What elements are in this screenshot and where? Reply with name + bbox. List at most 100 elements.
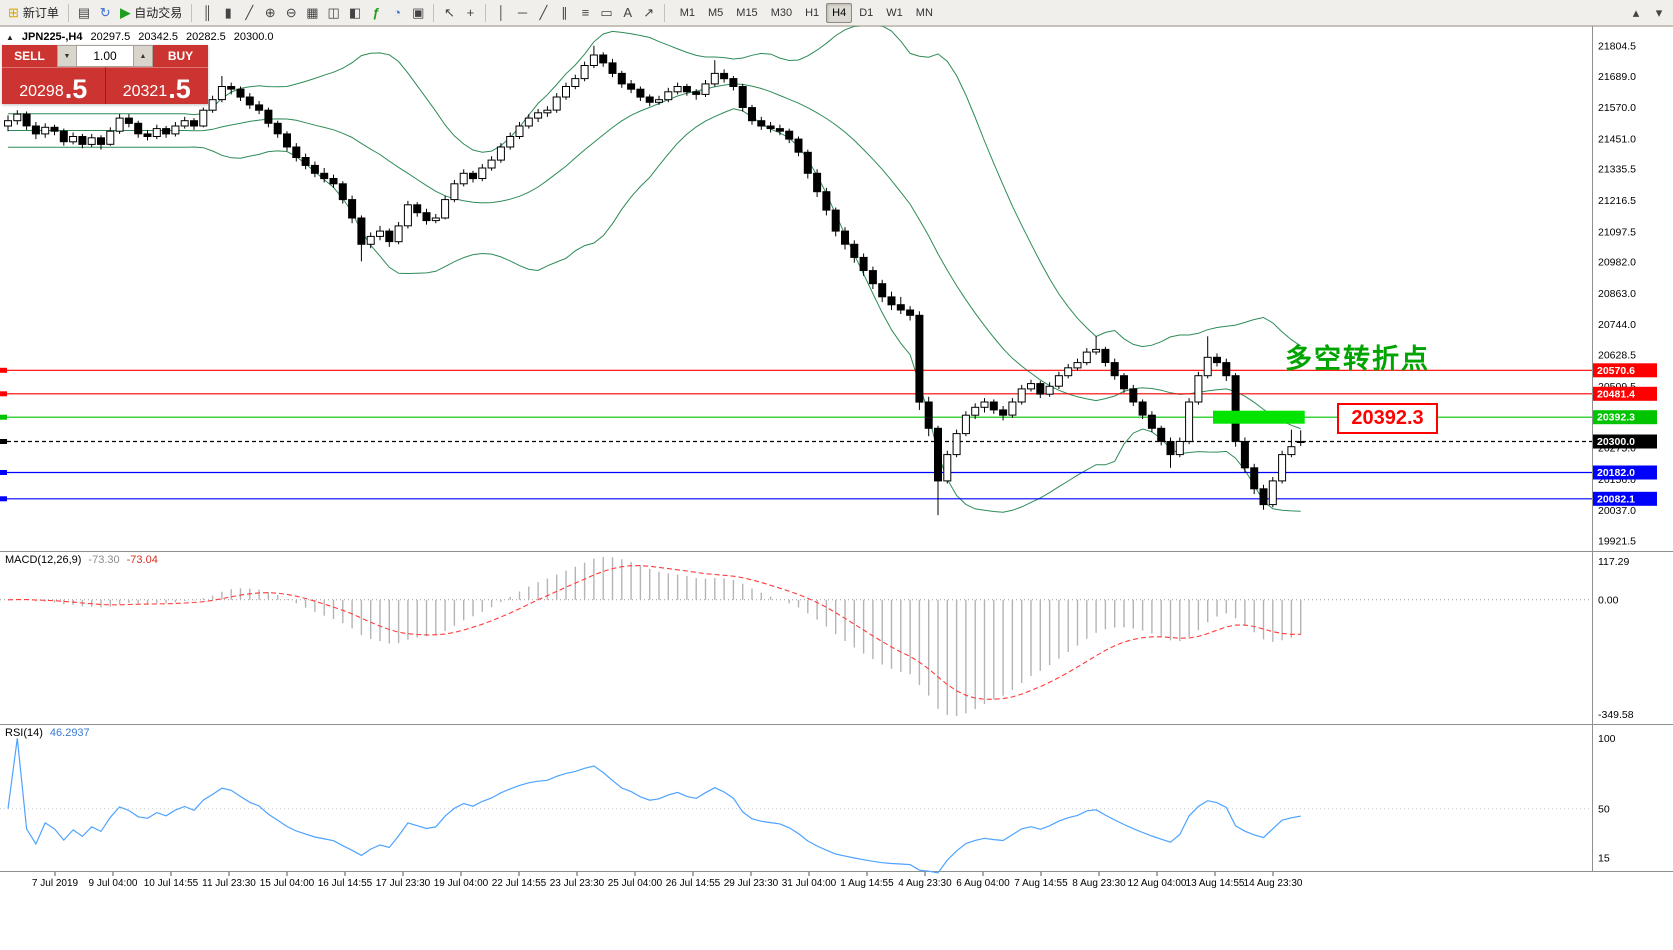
zoom-out-button[interactable]: ⊖ xyxy=(281,3,301,23)
svg-text:21689.0: 21689.0 xyxy=(1598,71,1636,83)
templates-button[interactable]: ▣ xyxy=(408,3,428,23)
svg-text:19 Jul 04:00: 19 Jul 04:00 xyxy=(434,878,489,889)
svg-text:21804.5: 21804.5 xyxy=(1598,40,1636,52)
indicators-button[interactable]: ƒ xyxy=(366,3,386,23)
line-chart-button[interactable]: ╱ xyxy=(239,3,259,23)
rsi-label-line: RSI(14) 46.2937 xyxy=(5,727,90,739)
svg-text:11 Jul 23:30: 11 Jul 23:30 xyxy=(202,878,256,889)
price-tag xyxy=(1593,465,1657,480)
horizontal-line-button[interactable]: ─ xyxy=(512,3,532,23)
svg-text:20628.5: 20628.5 xyxy=(1598,350,1636,362)
buy-button[interactable]: BUY xyxy=(153,45,208,67)
timeframe-M5[interactable]: M5 xyxy=(702,3,729,23)
toolbar-separator xyxy=(191,3,193,22)
bar-chart-icon: ║ xyxy=(202,5,212,20)
svg-text:12 Aug 04:00: 12 Aug 04:00 xyxy=(1128,878,1187,889)
level-highlight-bar[interactable] xyxy=(1213,410,1305,424)
svg-text:21451.0: 21451.0 xyxy=(1598,133,1636,145)
svg-text:20744.0: 20744.0 xyxy=(1598,319,1636,331)
candlestick-button[interactable]: ▮ xyxy=(218,3,238,23)
price-tag xyxy=(1593,386,1657,401)
buy-price: 20321 xyxy=(122,83,168,100)
indicators-icon: ƒ xyxy=(372,5,380,20)
refresh-button[interactable]: ↻ xyxy=(95,3,115,23)
grid-button[interactable]: ▦ xyxy=(302,3,322,23)
shapes-button[interactable]: ▭ xyxy=(596,3,616,23)
ohlc-open: 20297.5 xyxy=(90,31,131,43)
svg-text:1 Aug 14:55: 1 Aug 14:55 xyxy=(840,878,894,889)
chart-info-line: ▲ JPN225-,H4 20297.5 20342.5 20282.5 203… xyxy=(6,31,274,43)
volume-input[interactable] xyxy=(77,45,133,67)
svg-text:9 Jul 04:00: 9 Jul 04:00 xyxy=(89,878,138,889)
rsi-panel: 100 50 15 xyxy=(0,733,1616,874)
text-button[interactable]: A xyxy=(618,3,638,23)
cursor-button[interactable]: ↖ xyxy=(439,3,459,23)
text-icon: A xyxy=(623,5,633,20)
price-annotation-box[interactable]: 20392.3 xyxy=(1337,403,1438,434)
macd-panel: 117.29 0.00 -349.58 xyxy=(0,556,1634,721)
ohlc-high: 20342.5 xyxy=(138,31,178,43)
svg-text:29 Jul 23:30: 29 Jul 23:30 xyxy=(724,878,779,889)
templates-icon: ▣ xyxy=(412,5,425,20)
buy-price-button[interactable]: 20321.5 xyxy=(104,67,208,104)
ohlc-close: 20300.0 xyxy=(233,31,274,43)
tile-horizontal-icon: ◫ xyxy=(327,5,340,20)
price-tag xyxy=(1593,363,1657,378)
crosshair-button[interactable]: + xyxy=(460,3,480,23)
timeframe-H1[interactable]: H1 xyxy=(799,3,825,23)
zoom-in-button[interactable]: ⊕ xyxy=(260,3,280,23)
svg-text:20182.0: 20182.0 xyxy=(1597,467,1635,479)
svg-text:8 Aug 23:30: 8 Aug 23:30 xyxy=(1072,878,1126,889)
candles xyxy=(4,45,1305,516)
new-order-button[interactable]: ⊞ 新订单 xyxy=(4,3,63,23)
sell-price-button[interactable]: 20298.5 xyxy=(2,67,105,104)
price-axis: 21804.5 21689.0 21570.0 21451.0 21335.5 21216… xyxy=(1593,40,1657,548)
svg-text:15: 15 xyxy=(1598,853,1610,865)
bar-chart-button[interactable]: ║ xyxy=(197,3,217,23)
level-lines[interactable] xyxy=(0,367,1592,502)
trendline-button[interactable]: ╱ xyxy=(533,3,553,23)
scroll-up-button[interactable]: ▴ xyxy=(1626,3,1646,23)
svg-text:21216.5: 21216.5 xyxy=(1598,195,1636,207)
channel-button[interactable]: ∥ xyxy=(554,3,574,23)
volume-down-button[interactable]: ▼ xyxy=(57,45,77,67)
timeframe-H4[interactable]: H4 xyxy=(826,2,853,23)
svg-text:20082.1: 20082.1 xyxy=(1597,493,1635,505)
timeframe-MN[interactable]: MN xyxy=(910,3,939,23)
line-chart-icon: ╱ xyxy=(245,5,254,20)
fibonacci-button[interactable]: ≡ xyxy=(575,3,595,23)
svg-text:50: 50 xyxy=(1598,803,1610,815)
svg-text:20300.0: 20300.0 xyxy=(1597,436,1635,448)
periods-button[interactable]: ◔ xyxy=(387,3,407,23)
autotrading-button[interactable]: ▶ 自动交易 xyxy=(116,3,186,23)
timeframe-W1[interactable]: W1 xyxy=(880,3,909,23)
svg-text:20037.0: 20037.0 xyxy=(1598,505,1636,517)
svg-text:22 Jul 14:55: 22 Jul 14:55 xyxy=(492,878,547,889)
profiles-button[interactable]: ▤ xyxy=(74,3,94,23)
rsi-name: RSI(14) xyxy=(5,727,43,739)
tile-vertical-button[interactable]: ◧ xyxy=(345,3,365,23)
turning-point-annotation[interactable]: 多空转折点 xyxy=(1285,344,1430,374)
sell-button[interactable]: SELL xyxy=(2,45,57,67)
one-click-toggle-icon[interactable]: ▲ xyxy=(6,32,14,42)
svg-text:21570.0: 21570.0 xyxy=(1598,102,1636,114)
timeframe-M30[interactable]: M30 xyxy=(765,3,798,23)
tile-horizontal-button[interactable]: ◫ xyxy=(324,3,344,23)
vertical-line-button[interactable]: │ xyxy=(491,3,511,23)
svg-text:19921.5: 19921.5 xyxy=(1598,536,1636,548)
volume-up-button[interactable]: ▲ xyxy=(133,45,153,67)
profiles-icon: ▤ xyxy=(77,5,91,20)
timeframe-D1[interactable]: D1 xyxy=(853,3,879,23)
autotrading-icon: ▶ xyxy=(120,5,131,20)
svg-text:6 Aug 04:00: 6 Aug 04:00 xyxy=(956,878,1010,889)
new-order-icon: ⊞ xyxy=(8,5,19,20)
arrows-icon: ↗ xyxy=(643,5,655,20)
svg-text:21097.5: 21097.5 xyxy=(1598,226,1636,238)
macd-label-line: MACD(12,26,9) -73.30 -73.04 xyxy=(5,554,158,566)
timeframe-M1[interactable]: M1 xyxy=(674,3,701,23)
timeframe-group: M1 M5 M15 M30 H1 H4 D1 W1 MN xyxy=(674,2,939,23)
timeframe-M15[interactable]: M15 xyxy=(730,3,763,23)
scroll-down-button[interactable]: ▾ xyxy=(1649,3,1669,23)
arrows-button[interactable]: ↗ xyxy=(639,3,659,23)
